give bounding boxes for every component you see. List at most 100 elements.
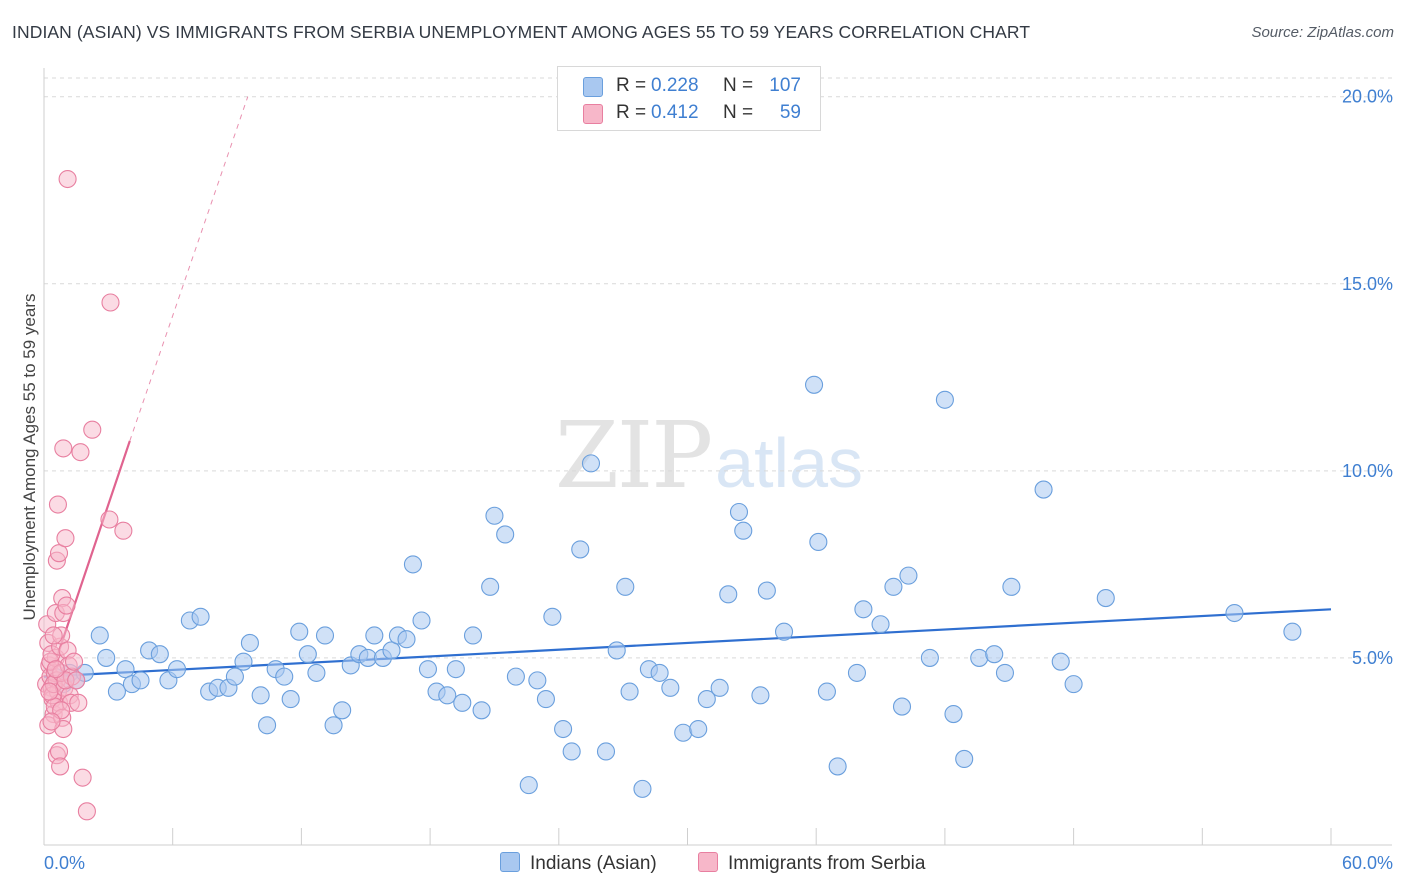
point-indians-asian [809, 532, 828, 551]
point-indians-asian [633, 779, 652, 798]
point-indians-asian [463, 626, 483, 645]
legend: R = 0.228 N = 107 R = 0.412 N = 59 [557, 66, 821, 131]
point-indians-asian [1002, 577, 1021, 596]
point-indians-asian [536, 690, 555, 709]
point-indians-asian [324, 716, 343, 735]
point-indians-asian [1225, 603, 1244, 623]
point-immigrants-serbia [67, 671, 86, 690]
y-tick-label: 5.0% [1352, 648, 1393, 668]
y-tick-label: 15.0% [1342, 274, 1393, 294]
point-immigrants-serbia [49, 742, 69, 761]
bottom-legend-swatch-blue [500, 852, 520, 872]
point-indians-asian [167, 660, 187, 679]
watermark-zip: ZIP [555, 402, 713, 509]
gridlines [44, 77, 1392, 659]
point-immigrants-serbia [44, 626, 63, 645]
point-indians-asian [234, 652, 253, 671]
point-indians-asian [251, 686, 270, 705]
legend-r-value: 0.412 [651, 102, 699, 123]
point-indians-asian [571, 540, 590, 559]
point-indians-asian [307, 663, 326, 682]
point-indians-asian [920, 648, 939, 667]
point-indians-asian [607, 641, 626, 660]
data-points [37, 169, 1302, 821]
bottom-legend-swatch-pink [698, 852, 718, 872]
point-indians-asian [828, 757, 847, 776]
point-indians-asian [944, 704, 963, 724]
point-indians-asian [710, 678, 729, 697]
bottom-legend-indians: Indians (Asian) [500, 852, 657, 875]
point-indians-asian [847, 663, 867, 682]
point-immigrants-serbia [42, 712, 61, 731]
point-indians-asian [397, 630, 416, 649]
point-indians-asian [620, 682, 639, 701]
bottom-legend-serbia: Immigrants from Serbia [698, 852, 925, 875]
point-immigrants-serbia [69, 693, 88, 712]
point-indians-asian [729, 502, 749, 522]
chart-title: INDIAN (ASIAN) VS IMMIGRANTS FROM SERBIA… [12, 22, 1031, 42]
point-indians-asian [403, 555, 422, 574]
point-indians-asian [1051, 652, 1070, 671]
point-indians-asian [453, 693, 472, 712]
point-immigrants-serbia [71, 443, 90, 462]
point-indians-asian [382, 641, 401, 660]
point-immigrants-serbia [48, 495, 67, 514]
point-indians-asian [543, 607, 562, 626]
point-indians-asian [438, 686, 457, 705]
point-indians-asian [719, 585, 738, 604]
point-indians-asian [734, 521, 753, 540]
point-indians-asian [985, 645, 1004, 664]
point-indians-asian [899, 566, 918, 585]
point-immigrants-serbia [100, 510, 119, 529]
point-immigrants-serbia [46, 660, 65, 679]
point-indians-asian [472, 701, 491, 720]
point-indians-asian [892, 697, 912, 716]
point-indians-asian [358, 648, 377, 667]
point-immigrants-serbia [83, 420, 102, 439]
point-indians-asian [485, 506, 504, 525]
point-immigrants-serbia [77, 802, 96, 821]
watermark: ZIPatlas [555, 402, 863, 509]
point-indians-asian [298, 645, 317, 664]
point-indians-asian [90, 626, 109, 645]
point-indians-asian [884, 577, 903, 596]
y-tick-label: 10.0% [1342, 461, 1393, 481]
point-immigrants-serbia [54, 439, 73, 458]
point-indians-asian [1064, 675, 1083, 694]
point-indians-asian [258, 716, 277, 735]
point-indians-asian [955, 749, 974, 768]
point-indians-asian [225, 667, 244, 686]
trend-lines [42, 96, 1332, 696]
point-indians-asian [1096, 589, 1115, 608]
point-indians-asian [506, 667, 525, 686]
point-indians-asian [290, 622, 309, 641]
point-indians-asian [970, 648, 989, 667]
legend-n-label: N = [723, 102, 754, 123]
point-indians-asian [596, 742, 616, 761]
x-tick-label: 0.0% [44, 853, 85, 873]
point-indians-asian [528, 671, 547, 690]
point-indians-asian [817, 682, 836, 701]
legend-r-label: R = [616, 102, 647, 123]
trend-line-extension-serbia [129, 96, 249, 442]
point-indians-asian [191, 607, 210, 626]
point-indians-asian [871, 615, 890, 634]
point-indians-asian [935, 390, 954, 409]
legend-r-value: 0.228 [651, 75, 699, 96]
point-indians-asian [674, 723, 693, 742]
point-indians-asian [581, 454, 601, 473]
point-immigrants-serbia [57, 596, 76, 615]
point-indians-asian [240, 633, 259, 653]
point-indians-asian [131, 671, 150, 690]
point-indians-asian [365, 626, 384, 645]
point-indians-asian [689, 719, 708, 739]
legend-n-label: N = [723, 75, 754, 96]
axes [43, 68, 1392, 846]
legend-n-value: 59 [779, 102, 801, 123]
legend-r-label: R = [616, 75, 647, 96]
point-indians-asian [481, 577, 500, 596]
point-indians-asian [315, 626, 335, 645]
point-indians-asian [412, 611, 431, 630]
point-immigrants-serbia [73, 768, 92, 787]
